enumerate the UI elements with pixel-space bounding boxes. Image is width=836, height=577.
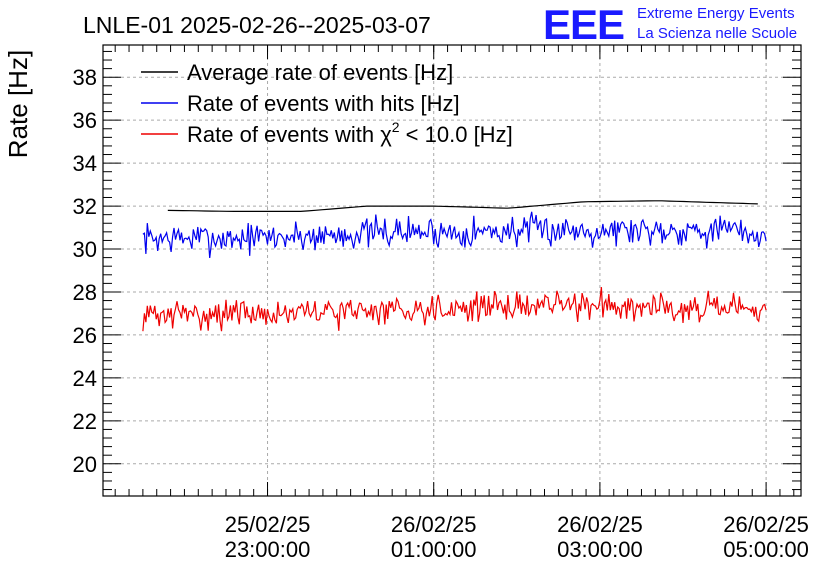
legend-label-chi2: Rate of events with χ2 < 10.0 [Hz] — [187, 119, 513, 147]
series-line-2 — [142, 287, 767, 332]
x-tick-label-date: 26/02/25 — [557, 512, 643, 537]
series-line-1 — [142, 211, 767, 258]
y-tick-label: 34 — [73, 151, 97, 176]
legend-chi2-sup: 2 — [392, 119, 400, 135]
y-tick-label: 24 — [73, 366, 97, 391]
plot-frame — [102, 44, 802, 497]
eee-logo: EEE Extreme Energy Events La Scienza nel… — [543, 1, 797, 48]
logo-line2: La Scienza nelle Scuole — [637, 25, 797, 42]
legend-chi2-prefix: Rate of events with χ — [187, 122, 392, 147]
x-tick-label-date: 26/02/25 — [391, 512, 477, 537]
legend-label-hits: Rate of events with hits [Hz] — [187, 91, 460, 116]
y-tick-label: 30 — [73, 237, 97, 262]
logo-mark: EEE — [543, 1, 624, 48]
y-tick-label: 36 — [73, 108, 97, 133]
y-tick-label: 22 — [73, 409, 97, 434]
x-tick-label-time: 01:00:00 — [391, 537, 477, 562]
y-ticks: 20 22 24 26 28 30 32 34 36 38 — [73, 50, 801, 491]
x-tick-label-date: 25/02/25 — [225, 512, 311, 537]
series-line-0 — [167, 200, 758, 212]
legend-chi2-suffix: < 10.0 [Hz] — [400, 122, 513, 147]
x-ticks: 25/02/2523:00:0026/02/2501:00:0026/02/25… — [114, 45, 809, 562]
x-tick-label-date: 26/02/25 — [723, 512, 809, 537]
y-tick-label: 32 — [73, 194, 97, 219]
logo-line1: Extreme Energy Events — [637, 5, 795, 22]
legend-label-average: Average rate of events [Hz] — [187, 60, 453, 85]
y-tick-label: 38 — [73, 65, 97, 90]
x-tick-label-time: 05:00:00 — [723, 537, 809, 562]
x-tick-label-time: 23:00:00 — [225, 537, 311, 562]
y-axis-label: Rate [Hz] — [3, 50, 33, 158]
chart-title: LNLE-01 2025-02-26--2025-03-07 — [83, 12, 431, 38]
y-tick-label: 20 — [73, 452, 97, 477]
legend: Average rate of events [Hz] Rate of even… — [141, 60, 513, 147]
y-tick-label: 28 — [73, 280, 97, 305]
x-tick-label-time: 03:00:00 — [557, 537, 643, 562]
series-group — [142, 200, 767, 332]
y-tick-label: 26 — [73, 323, 97, 348]
